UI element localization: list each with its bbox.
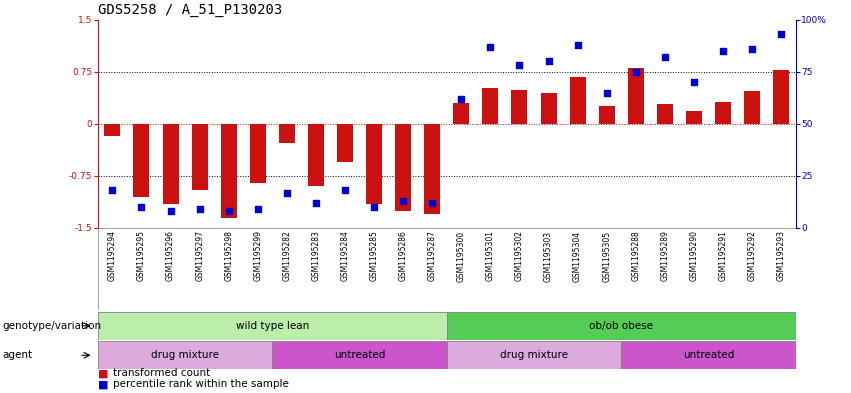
Text: drug mixture: drug mixture bbox=[151, 350, 219, 360]
Text: GSM1195282: GSM1195282 bbox=[283, 230, 291, 281]
Point bbox=[134, 204, 148, 210]
Bar bbox=[569, 77, 585, 124]
Bar bbox=[628, 68, 643, 124]
Text: GSM1195284: GSM1195284 bbox=[340, 230, 350, 281]
Point bbox=[571, 42, 585, 48]
Point bbox=[600, 90, 614, 96]
Text: GSM1195299: GSM1195299 bbox=[254, 230, 262, 281]
Point bbox=[629, 68, 643, 75]
Point bbox=[774, 31, 788, 37]
Text: genotype/variation: genotype/variation bbox=[3, 321, 101, 331]
Bar bbox=[599, 107, 614, 124]
Text: GSM1195287: GSM1195287 bbox=[428, 230, 437, 281]
Text: untreated: untreated bbox=[683, 350, 734, 360]
Bar bbox=[540, 93, 557, 124]
Bar bbox=[511, 90, 528, 124]
Text: GSM1195286: GSM1195286 bbox=[398, 230, 408, 281]
Bar bbox=[134, 124, 150, 196]
Bar bbox=[250, 124, 266, 183]
Bar bbox=[715, 101, 731, 124]
Text: ob/ob obese: ob/ob obese bbox=[589, 321, 654, 331]
Text: GSM1195302: GSM1195302 bbox=[515, 230, 524, 281]
Bar bbox=[308, 124, 324, 186]
Bar bbox=[686, 111, 702, 124]
Text: GSM1195290: GSM1195290 bbox=[689, 230, 699, 281]
Point bbox=[687, 79, 700, 85]
Text: ■: ■ bbox=[98, 379, 108, 389]
Bar bbox=[774, 70, 789, 124]
Bar bbox=[621, 341, 796, 369]
Bar bbox=[483, 88, 499, 124]
Point bbox=[426, 200, 439, 206]
Bar bbox=[272, 341, 447, 369]
Bar bbox=[395, 124, 411, 211]
Bar bbox=[366, 124, 382, 204]
Text: GSM1195301: GSM1195301 bbox=[486, 230, 495, 281]
Text: GSM1195283: GSM1195283 bbox=[311, 230, 321, 281]
Bar bbox=[191, 124, 208, 190]
Point bbox=[717, 48, 730, 54]
Text: ■: ■ bbox=[98, 368, 108, 378]
Text: GSM1195294: GSM1195294 bbox=[108, 230, 117, 281]
Text: GSM1195285: GSM1195285 bbox=[369, 230, 379, 281]
Text: transformed count: transformed count bbox=[113, 368, 210, 378]
Text: GSM1195298: GSM1195298 bbox=[224, 230, 233, 281]
Text: GSM1195295: GSM1195295 bbox=[137, 230, 146, 281]
Text: agent: agent bbox=[3, 350, 32, 360]
Point bbox=[193, 206, 207, 212]
Text: GSM1195304: GSM1195304 bbox=[573, 230, 582, 281]
Bar bbox=[279, 124, 294, 143]
Point bbox=[222, 208, 236, 215]
Text: GSM1195291: GSM1195291 bbox=[718, 230, 728, 281]
Bar bbox=[98, 312, 447, 340]
Text: GDS5258 / A_51_P130203: GDS5258 / A_51_P130203 bbox=[98, 3, 283, 17]
Point bbox=[251, 206, 265, 212]
Point bbox=[658, 54, 671, 60]
Text: percentile rank within the sample: percentile rank within the sample bbox=[113, 379, 289, 389]
Text: GSM1195300: GSM1195300 bbox=[457, 230, 465, 281]
Bar bbox=[744, 91, 760, 124]
Text: GSM1195297: GSM1195297 bbox=[195, 230, 204, 281]
Bar bbox=[105, 124, 120, 136]
Text: GSM1195303: GSM1195303 bbox=[544, 230, 553, 281]
Text: GSM1195288: GSM1195288 bbox=[631, 230, 640, 281]
Point bbox=[454, 95, 468, 102]
Text: drug mixture: drug mixture bbox=[500, 350, 568, 360]
Bar bbox=[337, 124, 353, 162]
Point bbox=[512, 62, 526, 69]
Bar bbox=[220, 124, 237, 217]
Point bbox=[483, 44, 497, 50]
Point bbox=[542, 58, 556, 64]
Point bbox=[338, 187, 351, 194]
Point bbox=[163, 208, 177, 215]
Bar bbox=[98, 341, 272, 369]
Point bbox=[309, 200, 323, 206]
Bar bbox=[447, 312, 796, 340]
Text: GSM1195289: GSM1195289 bbox=[660, 230, 670, 281]
Text: untreated: untreated bbox=[334, 350, 386, 360]
Bar bbox=[163, 124, 179, 204]
Text: wild type lean: wild type lean bbox=[236, 321, 309, 331]
Point bbox=[745, 46, 759, 52]
Text: GSM1195296: GSM1195296 bbox=[166, 230, 175, 281]
Text: GSM1195292: GSM1195292 bbox=[747, 230, 757, 281]
Point bbox=[368, 204, 381, 210]
Point bbox=[106, 187, 119, 194]
Bar bbox=[447, 341, 621, 369]
Point bbox=[397, 198, 410, 204]
Point bbox=[280, 189, 294, 196]
Bar bbox=[454, 103, 469, 124]
Bar bbox=[657, 105, 673, 124]
Bar bbox=[425, 124, 440, 214]
Text: GSM1195293: GSM1195293 bbox=[777, 230, 785, 281]
Text: GSM1195305: GSM1195305 bbox=[603, 230, 611, 281]
